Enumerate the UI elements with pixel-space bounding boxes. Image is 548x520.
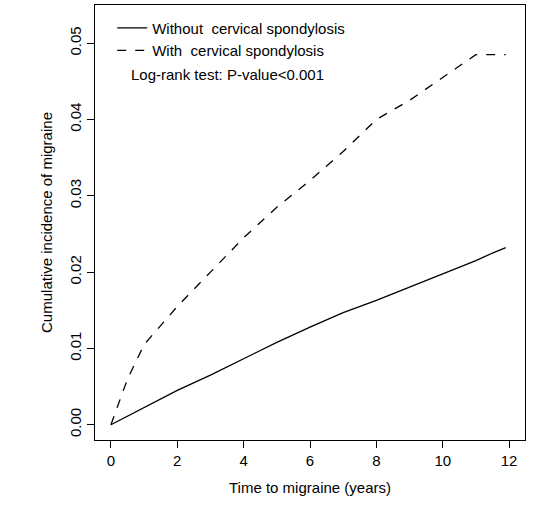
svg-text:12: 12 xyxy=(501,452,518,469)
svg-text:Cumulative incidence of migrai: Cumulative incidence of migraine xyxy=(38,112,55,333)
svg-text:0.02: 0.02 xyxy=(67,255,84,284)
svg-text:2: 2 xyxy=(173,452,181,469)
svg-text:With cervical spondylosis: With cervical spondylosis xyxy=(152,42,324,59)
svg-text:4: 4 xyxy=(239,452,247,469)
svg-text:Without cervical spondylosis: Without cervical spondylosis xyxy=(152,20,345,37)
svg-text:Time to migraine (years): Time to migraine (years) xyxy=(229,479,391,496)
svg-text:Log-rank test: P-value<0.001: Log-rank test: P-value<0.001 xyxy=(131,66,324,83)
svg-text:8: 8 xyxy=(372,452,380,469)
svg-text:0.03: 0.03 xyxy=(67,179,84,208)
svg-text:6: 6 xyxy=(306,452,314,469)
svg-text:0.01: 0.01 xyxy=(67,332,84,361)
svg-text:10: 10 xyxy=(434,452,451,469)
svg-text:0.00: 0.00 xyxy=(67,408,84,437)
svg-text:0.05: 0.05 xyxy=(67,26,84,55)
svg-text:0: 0 xyxy=(107,452,115,469)
svg-text:0.04: 0.04 xyxy=(67,103,84,132)
